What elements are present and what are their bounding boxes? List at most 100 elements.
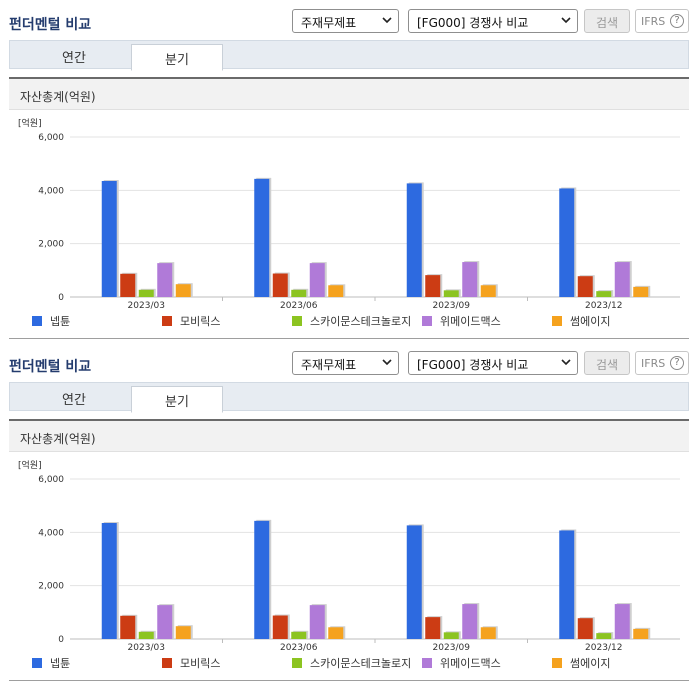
legend-label: 넵튠 [50,657,70,670]
bar [462,604,478,639]
bar [443,290,459,297]
bar [596,291,612,297]
bar [614,604,630,639]
legend-swatch [422,658,432,668]
y-tick-label: 4,000 [38,186,64,196]
section-title: 펀더멘털 비교 [9,17,92,33]
legend-swatch [32,316,42,326]
statement-select-value: 주재무제표 [301,358,357,372]
chevron-down-icon [561,359,571,366]
divider [9,680,689,681]
tab-annual[interactable]: 연간 [62,393,86,408]
chart-subtitle: 자산총계(억원) [20,90,96,104]
tab-quarterly[interactable]: 분기 [131,386,223,413]
legend-swatch [162,316,172,326]
legend-label: 스카이문스테크놀로지 [310,657,411,670]
section-header: 펀더멘털 비교 주재무제표 [FG000] 경쟁사 비교 검색 IFRS ? [0,342,696,382]
bar [577,618,593,639]
section-header: 펀더멘털 비교 주재무제표 [FG000] 경쟁사 비교 검색 IFRS ? [0,0,696,40]
divider [9,419,689,421]
legend-swatch [162,658,172,668]
bar [425,275,441,297]
legend-label: 모비릭스 [180,315,220,328]
bar [272,273,288,297]
bar [406,525,422,639]
y-tick-label: 0 [58,635,64,645]
bar [138,289,154,297]
ifrs-help-button[interactable]: IFRS ? [635,351,689,375]
legend-label: 위메이드맥스 [440,657,501,670]
bar [328,285,344,297]
bar [462,262,478,297]
tab-quarterly[interactable]: 분기 [131,44,223,71]
search-button[interactable]: 검색 [584,351,630,375]
bar [328,627,344,639]
compare-select[interactable]: [FG000] 경쟁사 비교 [408,351,578,375]
legend-swatch [552,316,562,326]
period-tabs: 연간 분기 [9,382,689,413]
bar-chart: [억원] 0 2,000 4,000 6,000 2023/03 2023/06 2023/0… [18,459,680,670]
bar [425,617,441,639]
divider [9,77,689,79]
y-tick-label: 0 [58,293,64,303]
x-tick-label: 2023/09 [433,301,471,311]
y-tick-label: 6,000 [38,475,64,485]
bar [633,628,649,639]
legend-label: 넵튠 [50,315,70,328]
bar [120,273,136,297]
bar [120,615,136,639]
bar [577,276,593,297]
legend-swatch [292,316,302,326]
ifrs-help-button[interactable]: IFRS ? [635,9,689,33]
bar [157,605,173,639]
legend-swatch [32,658,42,668]
compare-select[interactable]: [FG000] 경쟁사 비교 [408,9,578,33]
x-tick-label: 2023/12 [585,643,622,653]
help-icon: ? [670,356,684,370]
fundamental-section-2: 펀더멘털 비교 주재무제표 [FG000] 경쟁사 비교 검색 IFRS ? 연… [0,342,696,684]
bar [101,523,117,639]
bar [614,262,630,297]
bar [291,631,307,639]
y-unit-label: [억원] [18,459,42,471]
bar-chart: [억원] 0 2,000 4,000 6,000 2023/03 2023/06 2023/0… [18,117,680,328]
statement-select[interactable]: 주재무제표 [292,9,399,33]
fundamental-section-1: 펀더멘털 비교 주재무제표 [FG000] 경쟁사 비교 검색 IFRS ? 연… [0,0,696,339]
statement-select-value: 주재무제표 [301,16,357,30]
legend-swatch [292,658,302,668]
search-button[interactable]: 검색 [584,9,630,33]
x-tick-label: 2023/03 [128,643,165,653]
x-tick-label: 2023/12 [585,301,622,311]
x-tick-label: 2023/06 [280,301,318,311]
chart-subtitle: 자산총계(억원) [20,432,96,446]
y-tick-label: 2,000 [38,582,64,592]
period-tabs: 연간 분기 [9,40,689,71]
x-tick-label: 2023/03 [128,301,165,311]
tab-annual[interactable]: 연간 [62,51,86,66]
x-tick-label: 2023/06 [280,643,318,653]
bar [559,188,575,297]
compare-select-value: [FG000] 경쟁사 비교 [417,358,529,372]
ifrs-label: IFRS [641,15,666,28]
statement-select[interactable]: 주재무제표 [292,351,399,375]
chart-subtitle-bar: 자산총계(억원) [9,421,689,452]
ifrs-label: IFRS [641,357,666,370]
chevron-down-icon [561,17,571,24]
bar [254,520,270,639]
bar [309,263,325,297]
bar [291,289,307,297]
bar [101,181,117,297]
bar [633,286,649,297]
bar [406,183,422,297]
y-unit-label: [억원] [18,117,42,129]
chevron-down-icon [382,17,392,24]
chart-subtitle-bar: 자산총계(억원) [9,79,689,110]
legend-swatch [422,316,432,326]
bar [272,615,288,639]
bar [254,178,270,297]
legend-label: 스카이문스테크놀로지 [310,315,411,328]
bar [480,285,496,297]
x-tick-label: 2023/09 [433,643,471,653]
help-icon: ? [670,14,684,28]
legend-swatch [552,658,562,668]
